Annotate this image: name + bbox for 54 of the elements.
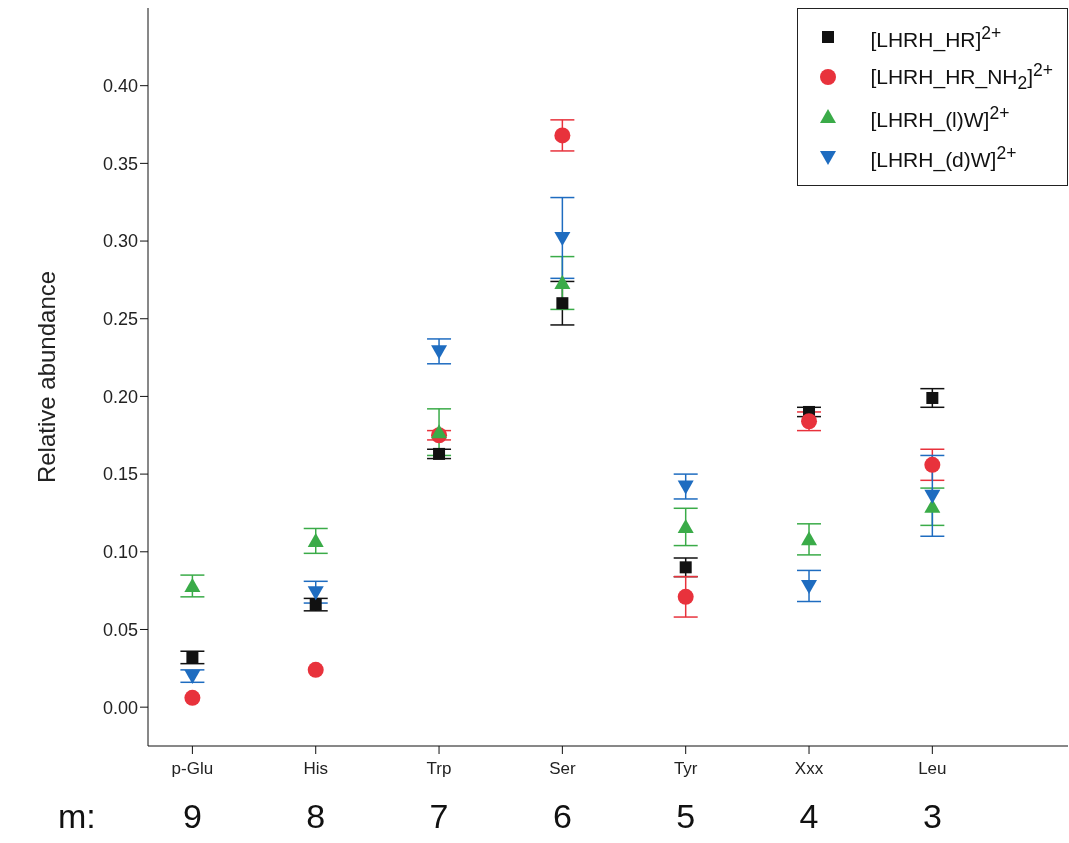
y-tick-label: 0.10 bbox=[102, 542, 138, 563]
point bbox=[309, 598, 322, 611]
legend-label: [LHRH_(l)W]$^{2+}$ bbox=[870, 102, 1010, 132]
point bbox=[184, 577, 201, 592]
point bbox=[924, 456, 941, 473]
y-tick-label: 0.15 bbox=[102, 464, 138, 485]
y-tick-label: 0.25 bbox=[102, 309, 138, 330]
point bbox=[307, 532, 324, 547]
y-tick-label: 0.30 bbox=[102, 231, 138, 252]
point bbox=[431, 345, 448, 360]
text: 4 bbox=[799, 797, 819, 835]
point bbox=[554, 275, 571, 289]
point bbox=[184, 689, 201, 706]
y-tick-label: 0.05 bbox=[102, 619, 138, 640]
legend-label: [LHRH_HR_NH$_{2}$]$^{2+}$ bbox=[870, 59, 1053, 95]
text: 6 bbox=[552, 797, 572, 835]
legend-label: [LHRH_HR]$^{2+}$ bbox=[870, 22, 1002, 52]
point bbox=[556, 297, 569, 310]
point bbox=[184, 670, 201, 685]
text: 9 bbox=[182, 797, 202, 835]
text: 5 bbox=[676, 797, 696, 835]
point bbox=[924, 489, 941, 504]
point bbox=[307, 661, 324, 678]
x-tick-label: Ser bbox=[549, 759, 576, 778]
point bbox=[801, 413, 818, 430]
point bbox=[433, 447, 446, 460]
x-tick-label: p-Glu bbox=[171, 759, 214, 778]
x-tick-label: Tyr bbox=[673, 759, 698, 778]
point bbox=[801, 579, 818, 594]
text: 7 bbox=[429, 797, 449, 835]
y-tick-label: 0.40 bbox=[102, 76, 138, 97]
x-tick-label: Xxx bbox=[794, 759, 824, 778]
y-axis-title: Relative abundance bbox=[32, 270, 60, 484]
point bbox=[677, 518, 694, 533]
x-tick-label: His bbox=[303, 759, 328, 778]
y-tick-label: 0.00 bbox=[102, 697, 138, 718]
legend-label: [LHRH_(d)W]$^{2+}$ bbox=[870, 142, 1017, 172]
text: 3 bbox=[922, 797, 942, 835]
point bbox=[677, 480, 694, 495]
text: m: bbox=[58, 797, 96, 835]
text: 8 bbox=[306, 797, 326, 835]
point bbox=[307, 586, 324, 601]
point bbox=[801, 531, 818, 546]
y-tick-label: 0.20 bbox=[102, 386, 138, 407]
point bbox=[186, 651, 199, 664]
point bbox=[431, 424, 448, 439]
x-tick-label: Leu bbox=[918, 759, 947, 778]
point bbox=[677, 588, 694, 605]
point bbox=[554, 231, 571, 246]
point bbox=[679, 561, 692, 574]
y-tick-label: 0.35 bbox=[102, 153, 138, 174]
point bbox=[554, 127, 571, 144]
point bbox=[926, 391, 939, 404]
x-tick-label: Trp bbox=[426, 759, 452, 778]
